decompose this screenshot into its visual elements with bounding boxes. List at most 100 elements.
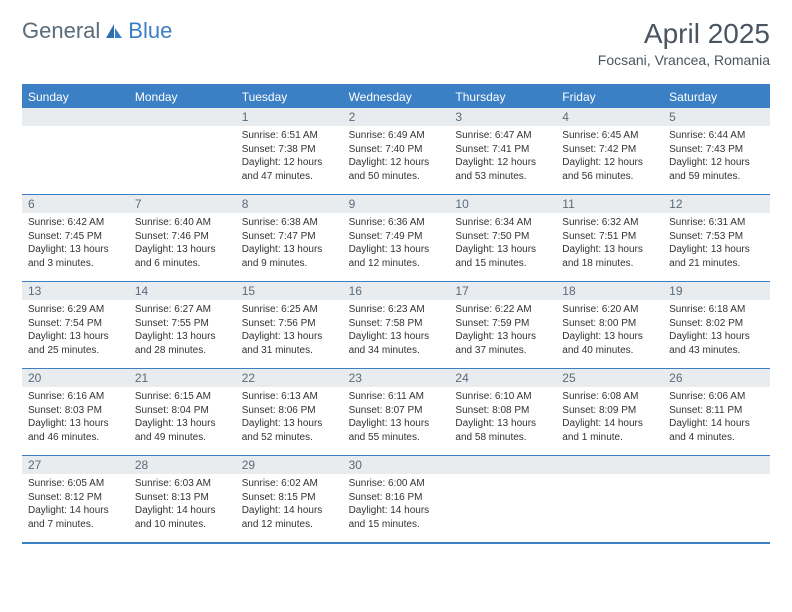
calendar-cell: 19Sunrise: 6:18 AMSunset: 8:02 PMDayligh… (663, 282, 770, 368)
cell-line: Daylight: 13 hours (135, 243, 230, 257)
cell-day-number: 3 (449, 108, 556, 126)
cell-body: Sunrise: 6:32 AMSunset: 7:51 PMDaylight:… (556, 213, 663, 274)
cell-line: Sunset: 7:58 PM (349, 317, 444, 331)
cell-line: Sunset: 7:45 PM (28, 230, 123, 244)
cell-line: Sunrise: 6:05 AM (28, 477, 123, 491)
cell-day-number: 28 (129, 456, 236, 474)
cell-line: Sunset: 7:43 PM (669, 143, 764, 157)
cell-day-number: 11 (556, 195, 663, 213)
cell-line: Sunrise: 6:31 AM (669, 216, 764, 230)
cell-line: Daylight: 13 hours (349, 417, 444, 431)
cell-line: Daylight: 13 hours (455, 417, 550, 431)
calendar-cell: 29Sunrise: 6:02 AMSunset: 8:15 PMDayligh… (236, 456, 343, 542)
cell-line: Sunrise: 6:29 AM (28, 303, 123, 317)
calendar-cell: 4Sunrise: 6:45 AMSunset: 7:42 PMDaylight… (556, 108, 663, 194)
cell-body: Sunrise: 6:08 AMSunset: 8:09 PMDaylight:… (556, 387, 663, 448)
calendar-cell: 13Sunrise: 6:29 AMSunset: 7:54 PMDayligh… (22, 282, 129, 368)
cell-line: Daylight: 13 hours (669, 330, 764, 344)
cell-body: Sunrise: 6:03 AMSunset: 8:13 PMDaylight:… (129, 474, 236, 535)
cell-line: Sunset: 7:55 PM (135, 317, 230, 331)
day-header: Sunday (22, 86, 129, 108)
cell-line: Sunrise: 6:23 AM (349, 303, 444, 317)
calendar-cell: 16Sunrise: 6:23 AMSunset: 7:58 PMDayligh… (343, 282, 450, 368)
calendar-cell: 26Sunrise: 6:06 AMSunset: 8:11 PMDayligh… (663, 369, 770, 455)
cell-line: Sunrise: 6:38 AM (242, 216, 337, 230)
calendar-cell: 22Sunrise: 6:13 AMSunset: 8:06 PMDayligh… (236, 369, 343, 455)
cell-day-number: 13 (22, 282, 129, 300)
cell-body (449, 474, 556, 481)
cell-body: Sunrise: 6:02 AMSunset: 8:15 PMDaylight:… (236, 474, 343, 535)
weeks-container: 1Sunrise: 6:51 AMSunset: 7:38 PMDaylight… (22, 108, 770, 544)
cell-line: Daylight: 14 hours (28, 504, 123, 518)
cell-line: Daylight: 13 hours (28, 417, 123, 431)
cell-line: Sunrise: 6:32 AM (562, 216, 657, 230)
cell-line: Sunset: 7:47 PM (242, 230, 337, 244)
cell-line: and 10 minutes. (135, 518, 230, 532)
header: General Blue April 2025 Focsani, Vrancea… (22, 18, 770, 72)
cell-line: Sunset: 7:53 PM (669, 230, 764, 244)
cell-line: Sunset: 8:00 PM (562, 317, 657, 331)
cell-line: and 6 minutes. (135, 257, 230, 271)
cell-day-number: 25 (556, 369, 663, 387)
cell-line: Sunrise: 6:15 AM (135, 390, 230, 404)
cell-line: Sunrise: 6:03 AM (135, 477, 230, 491)
cell-line: and 59 minutes. (669, 170, 764, 184)
cell-day-number (22, 108, 129, 126)
cell-body: Sunrise: 6:38 AMSunset: 7:47 PMDaylight:… (236, 213, 343, 274)
cell-line: and 55 minutes. (349, 431, 444, 445)
cell-body: Sunrise: 6:25 AMSunset: 7:56 PMDaylight:… (236, 300, 343, 361)
cell-line: Daylight: 13 hours (562, 330, 657, 344)
cell-line: Sunrise: 6:42 AM (28, 216, 123, 230)
cell-line: Daylight: 12 hours (349, 156, 444, 170)
cell-line: and 56 minutes. (562, 170, 657, 184)
week-row: 20Sunrise: 6:16 AMSunset: 8:03 PMDayligh… (22, 369, 770, 456)
cell-day-number: 1 (236, 108, 343, 126)
cell-body: Sunrise: 6:10 AMSunset: 8:08 PMDaylight:… (449, 387, 556, 448)
cell-line: and 43 minutes. (669, 344, 764, 358)
cell-line: Daylight: 13 hours (349, 330, 444, 344)
cell-day-number: 24 (449, 369, 556, 387)
cell-line: Sunrise: 6:45 AM (562, 129, 657, 143)
calendar-cell (663, 456, 770, 542)
cell-line: Sunset: 8:02 PM (669, 317, 764, 331)
cell-line: and 12 minutes. (349, 257, 444, 271)
cell-day-number: 23 (343, 369, 450, 387)
cell-line: Sunrise: 6:34 AM (455, 216, 550, 230)
cell-body: Sunrise: 6:36 AMSunset: 7:49 PMDaylight:… (343, 213, 450, 274)
cell-line: and 25 minutes. (28, 344, 123, 358)
cell-line: Sunrise: 6:10 AM (455, 390, 550, 404)
cell-day-number: 26 (663, 369, 770, 387)
cell-line: Daylight: 13 hours (455, 243, 550, 257)
cell-line: Sunset: 8:16 PM (349, 491, 444, 505)
cell-line: Sunrise: 6:25 AM (242, 303, 337, 317)
location-text: Focsani, Vrancea, Romania (598, 52, 770, 68)
cell-body: Sunrise: 6:42 AMSunset: 7:45 PMDaylight:… (22, 213, 129, 274)
cell-line: and 15 minutes. (455, 257, 550, 271)
cell-body: Sunrise: 6:23 AMSunset: 7:58 PMDaylight:… (343, 300, 450, 361)
cell-line: Sunset: 8:06 PM (242, 404, 337, 418)
cell-line: Sunset: 7:41 PM (455, 143, 550, 157)
cell-line: Sunrise: 6:47 AM (455, 129, 550, 143)
calendar-cell: 5Sunrise: 6:44 AMSunset: 7:43 PMDaylight… (663, 108, 770, 194)
cell-line: Sunset: 7:59 PM (455, 317, 550, 331)
cell-line: Daylight: 13 hours (242, 330, 337, 344)
cell-line: Daylight: 12 hours (242, 156, 337, 170)
cell-line: Daylight: 12 hours (455, 156, 550, 170)
calendar-cell: 20Sunrise: 6:16 AMSunset: 8:03 PMDayligh… (22, 369, 129, 455)
cell-body: Sunrise: 6:13 AMSunset: 8:06 PMDaylight:… (236, 387, 343, 448)
cell-day-number (449, 456, 556, 474)
cell-body: Sunrise: 6:20 AMSunset: 8:00 PMDaylight:… (556, 300, 663, 361)
cell-day-number: 8 (236, 195, 343, 213)
day-header: Thursday (449, 86, 556, 108)
cell-line: Sunset: 7:46 PM (135, 230, 230, 244)
cell-day-number: 2 (343, 108, 450, 126)
calendar-cell (22, 108, 129, 194)
cell-line: Daylight: 13 hours (349, 243, 444, 257)
calendar-cell: 10Sunrise: 6:34 AMSunset: 7:50 PMDayligh… (449, 195, 556, 281)
calendar-cell: 27Sunrise: 6:05 AMSunset: 8:12 PMDayligh… (22, 456, 129, 542)
cell-day-number: 14 (129, 282, 236, 300)
cell-line: and 28 minutes. (135, 344, 230, 358)
cell-day-number: 20 (22, 369, 129, 387)
calendar-cell: 1Sunrise: 6:51 AMSunset: 7:38 PMDaylight… (236, 108, 343, 194)
cell-line: Sunset: 8:15 PM (242, 491, 337, 505)
